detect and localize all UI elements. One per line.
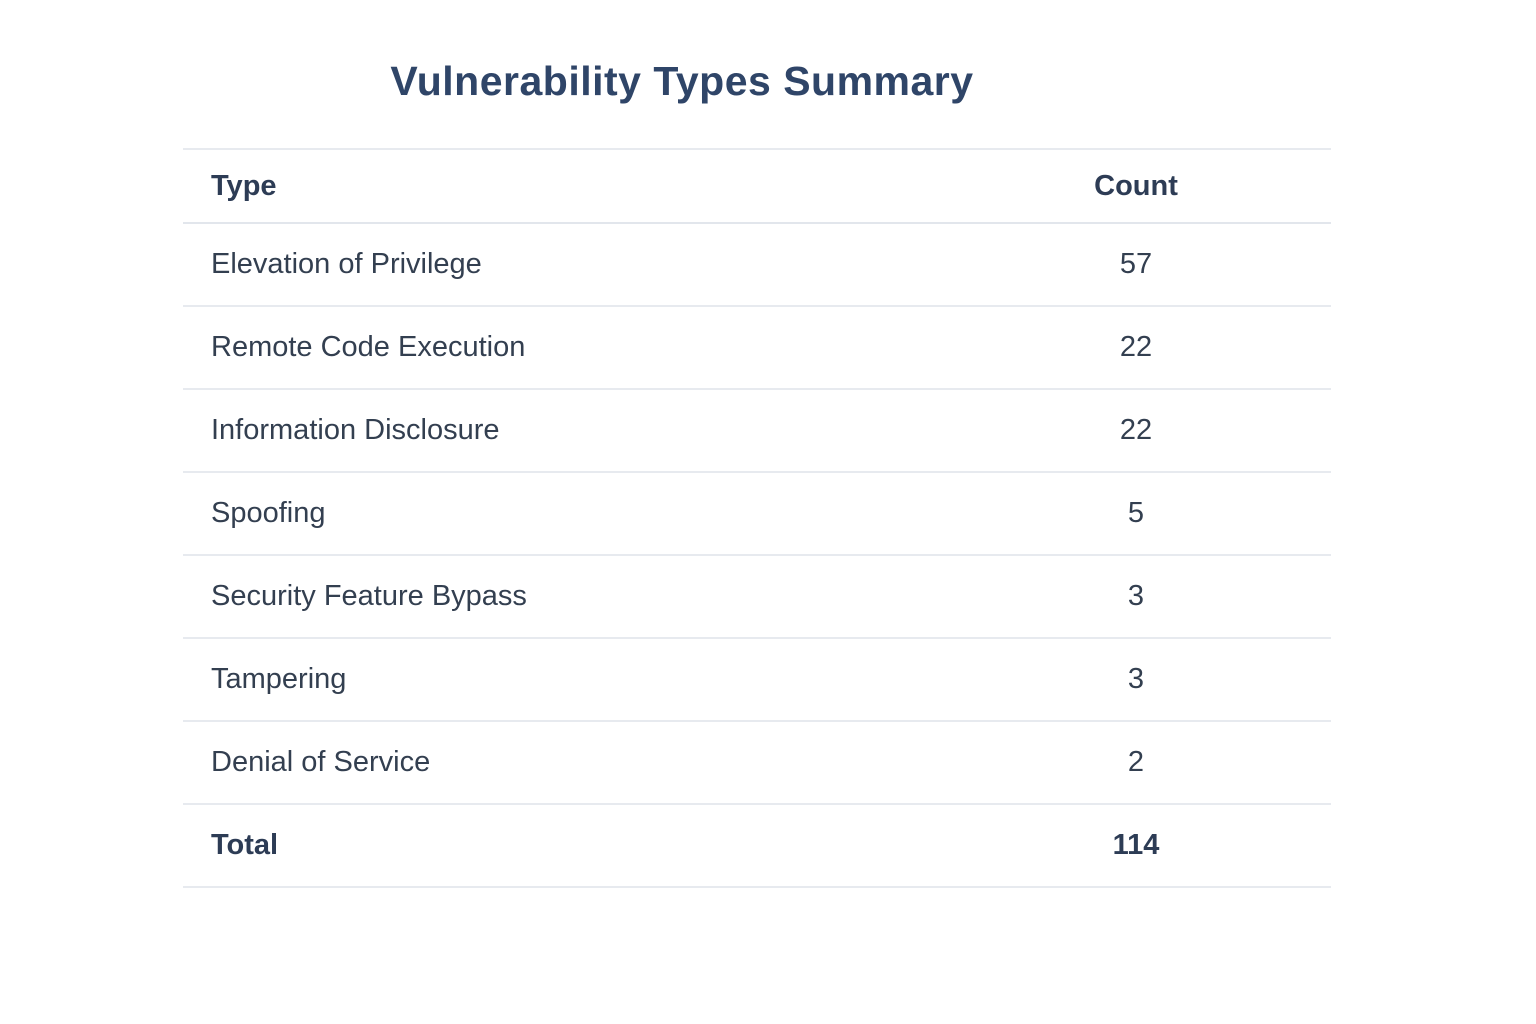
row-type-label: Information Disclosure (211, 414, 500, 446)
row-count-value: 2 (1127, 746, 1145, 778)
vulnerability-summary-table: Type Count Elevation of Privilege 57 Rem… (183, 148, 1331, 888)
table-row: Elevation of Privilege 57 (183, 224, 1331, 307)
page-title: Vulnerability Types Summary (390, 58, 974, 104)
total-label: Total (211, 829, 279, 861)
table-total-row: Total 114 (183, 805, 1331, 888)
row-count-value: 5 (1127, 497, 1145, 529)
table-row: Denial of Service 2 (183, 722, 1331, 805)
column-header-count: Count (1094, 169, 1178, 202)
row-type-label: Denial of Service (211, 746, 431, 778)
row-count-value: 3 (1127, 663, 1145, 695)
table-row: Information Disclosure 22 (183, 390, 1331, 473)
total-count: 114 (1112, 829, 1160, 861)
row-type-label: Tampering (211, 663, 347, 695)
row-count-value: 57 (1119, 248, 1153, 280)
row-count-value: 3 (1127, 580, 1145, 612)
row-count-value: 22 (1119, 414, 1153, 446)
row-type-label: Spoofing (211, 497, 326, 529)
row-type-label: Security Feature Bypass (211, 580, 527, 612)
table-row: Remote Code Execution 22 (183, 307, 1331, 390)
table-row: Security Feature Bypass 3 (183, 556, 1331, 639)
row-count-value: 22 (1119, 331, 1153, 363)
row-type-label: Elevation of Privilege (211, 248, 482, 280)
table-row: Tampering 3 (183, 639, 1331, 722)
table-header-row: Type Count (183, 150, 1331, 224)
row-type-label: Remote Code Execution (211, 331, 526, 363)
table-row: Spoofing 5 (183, 473, 1331, 556)
column-header-type: Type (211, 169, 277, 202)
